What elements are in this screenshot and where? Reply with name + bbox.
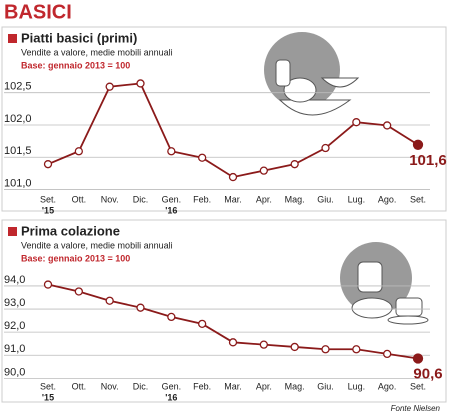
data-point	[74, 287, 83, 296]
x-tick-label: Ago.	[378, 381, 397, 391]
x-tick-label: Set.	[410, 381, 426, 391]
value-label: 90,6	[413, 365, 442, 382]
source: Fonte Nielsen	[391, 404, 441, 413]
data-point	[105, 296, 114, 305]
data-point	[352, 118, 361, 127]
x-tick-label: Feb.	[193, 381, 211, 391]
data-point	[383, 349, 392, 359]
y-tick-label: 102,0	[4, 113, 32, 125]
data-point	[136, 303, 145, 312]
x-tick-label: Dic.	[133, 381, 149, 391]
base-note: Base: gennaio 2013 = 100	[21, 60, 130, 70]
data-point	[198, 319, 207, 328]
x-tick-label: Apr.	[256, 381, 272, 391]
y-tick-label: 92,0	[4, 320, 25, 332]
x-tick-label: Feb.	[193, 194, 211, 204]
x-tick-label: Nov.	[101, 194, 119, 204]
data-line	[47, 82, 419, 179]
x-tick-label: Nov.	[101, 381, 119, 391]
data-point	[321, 345, 330, 354]
x-year-label: '16	[165, 392, 177, 402]
data-point	[228, 172, 238, 182]
chart-subtitle: Vendite a valore, medie mobili annuali	[21, 240, 173, 250]
data-point	[74, 147, 83, 156]
data-point	[43, 160, 53, 169]
y-tick-label: 93,0	[4, 297, 25, 309]
x-tick-label: Set.	[410, 194, 426, 204]
data-point	[383, 121, 392, 130]
data-point	[290, 160, 299, 169]
x-tick-label: Ott.	[72, 381, 87, 391]
x-tick-label: Lug.	[348, 194, 366, 204]
y-tick-label: 101,0	[4, 177, 32, 189]
y-tick-label: 94,0	[4, 274, 25, 286]
data-point	[352, 345, 361, 354]
base-note: Base: gennaio 2013 = 100	[21, 253, 130, 263]
x-tick-label: Dic.	[133, 194, 149, 204]
x-tick-label: Mag.	[285, 381, 305, 391]
x-tick-label: Mar.	[224, 194, 242, 204]
panel	[1, 26, 447, 212]
x-year-label: '16	[165, 205, 177, 215]
x-tick-label: Ago.	[378, 194, 397, 204]
data-point	[167, 312, 176, 322]
data-point	[43, 280, 53, 289]
data-point	[228, 338, 238, 347]
x-tick-label: Gen.	[162, 381, 182, 391]
data-point	[259, 166, 268, 175]
x-tick-label: Set.	[40, 381, 56, 391]
x-tick-label: Giu.	[317, 194, 334, 204]
title-marker	[8, 227, 17, 236]
data-point	[290, 342, 299, 352]
x-tick-label: Giu.	[317, 381, 334, 391]
title-marker	[8, 34, 17, 43]
value-label: 101,6	[409, 152, 447, 169]
data-point	[412, 353, 424, 364]
food-icon	[264, 32, 360, 116]
data-point	[259, 340, 268, 349]
panel	[1, 219, 447, 403]
x-tick-label: Apr.	[256, 194, 272, 204]
chart-title: Prima colazione	[21, 223, 120, 238]
x-year-label: '15	[42, 392, 54, 402]
y-tick-label: 102,5	[4, 81, 32, 93]
y-tick-label: 101,5	[4, 145, 32, 157]
x-tick-label: Lug.	[348, 381, 366, 391]
data-point	[105, 82, 114, 91]
x-tick-label: Gen.	[162, 194, 182, 204]
y-tick-label: 91,0	[4, 343, 25, 355]
chart-title: Piatti basici (primi)	[21, 30, 137, 45]
data-point	[136, 79, 145, 88]
chart-subtitle: Vendite a valore, medie mobili annuali	[21, 47, 173, 57]
data-point	[198, 153, 207, 162]
x-year-label: '15	[42, 205, 54, 215]
x-tick-label: Mar.	[224, 381, 242, 391]
data-point	[412, 139, 424, 150]
x-tick-label: Set.	[40, 194, 56, 204]
x-tick-label: Ott.	[72, 194, 87, 204]
data-point	[167, 147, 176, 156]
page-title: BASICI	[4, 1, 72, 23]
breakfast-icon	[340, 242, 429, 325]
data-point	[321, 143, 330, 153]
x-tick-label: Mag.	[285, 194, 305, 204]
y-tick-label: 90,0	[4, 366, 25, 378]
